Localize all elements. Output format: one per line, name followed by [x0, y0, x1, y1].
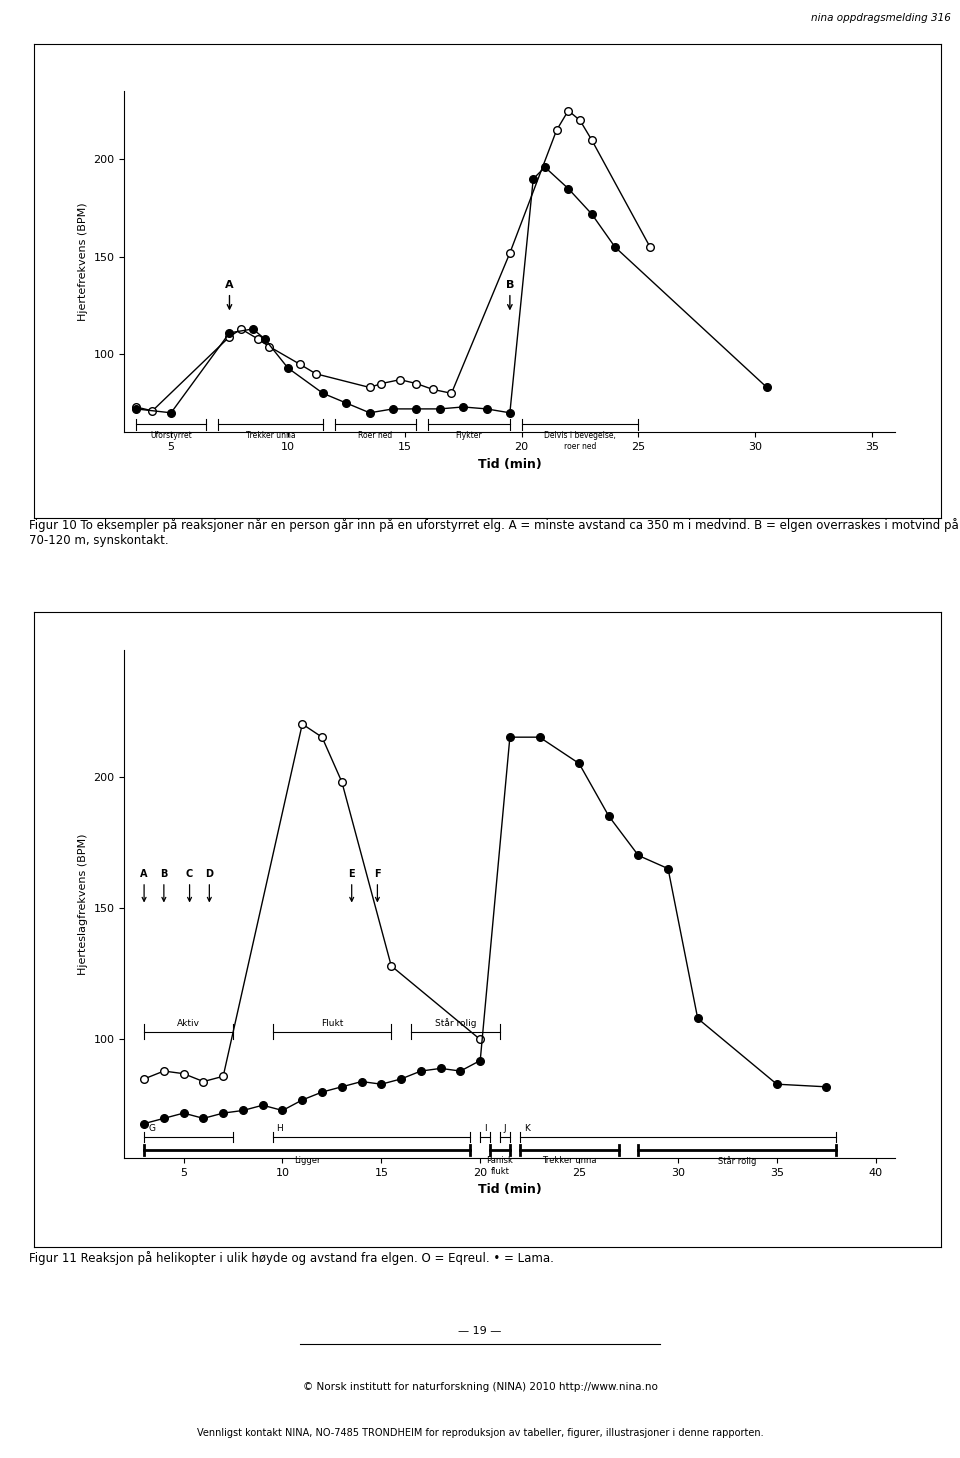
Text: E: E: [348, 869, 355, 901]
Text: Uforstyrret: Uforstyrret: [150, 432, 192, 440]
Text: H: H: [276, 1124, 283, 1133]
Text: nina oppdragsmelding 316: nina oppdragsmelding 316: [810, 13, 950, 23]
Text: B: B: [160, 869, 168, 901]
Text: © Norsk institutt for naturforskning (NINA) 2010 http://www.nina.no: © Norsk institutt for naturforskning (NI…: [302, 1382, 658, 1392]
Text: J: J: [504, 1124, 507, 1133]
Text: Står rolig: Står rolig: [718, 1156, 756, 1166]
Text: Panisk
flukt: Panisk flukt: [487, 1156, 514, 1177]
Y-axis label: Hjertefrekvens (BPM): Hjertefrekvens (BPM): [78, 203, 88, 321]
Text: Aktiv: Aktiv: [177, 1019, 200, 1028]
Text: K: K: [524, 1124, 530, 1133]
Text: Ligger: Ligger: [294, 1156, 321, 1165]
Y-axis label: Hjerteslagfrekvens (BPM): Hjerteslagfrekvens (BPM): [78, 834, 88, 975]
Text: — 19 —: — 19 —: [458, 1327, 502, 1336]
Text: Trekker unna: Trekker unna: [246, 432, 295, 440]
Text: C: C: [186, 869, 193, 901]
Text: Flukt: Flukt: [321, 1019, 343, 1028]
Text: D: D: [205, 869, 213, 901]
Text: Flykter: Flykter: [456, 432, 482, 440]
Text: I: I: [484, 1124, 487, 1133]
Text: A: A: [140, 869, 148, 901]
Text: B: B: [506, 280, 514, 309]
Text: Roer ned: Roer ned: [358, 432, 393, 440]
Text: G: G: [148, 1124, 156, 1133]
Text: Vennligst kontakt NINA, NO-7485 TRONDHEIM for reproduksjon av tabeller, figurer,: Vennligst kontakt NINA, NO-7485 TRONDHEI…: [197, 1427, 763, 1438]
Text: Trekker unna: Trekker unna: [542, 1156, 596, 1165]
Text: A: A: [226, 280, 234, 309]
Text: Figur 10 To eksempler på reaksjoner når en person går inn på en uforstyrret elg.: Figur 10 To eksempler på reaksjoner når …: [29, 518, 958, 547]
X-axis label: Tid (min): Tid (min): [478, 1182, 541, 1196]
Text: Delvis i bevegelse,
roer ned: Delvis i bevegelse, roer ned: [544, 432, 616, 451]
X-axis label: Tid (min): Tid (min): [478, 458, 541, 471]
Text: F: F: [374, 869, 381, 901]
Text: Figur 11 Reaksjon på helikopter i ulik høyde og avstand fra elgen. O = Eqreul. •: Figur 11 Reaksjon på helikopter i ulik h…: [29, 1251, 554, 1266]
Text: Står rolig: Står rolig: [435, 1018, 476, 1028]
